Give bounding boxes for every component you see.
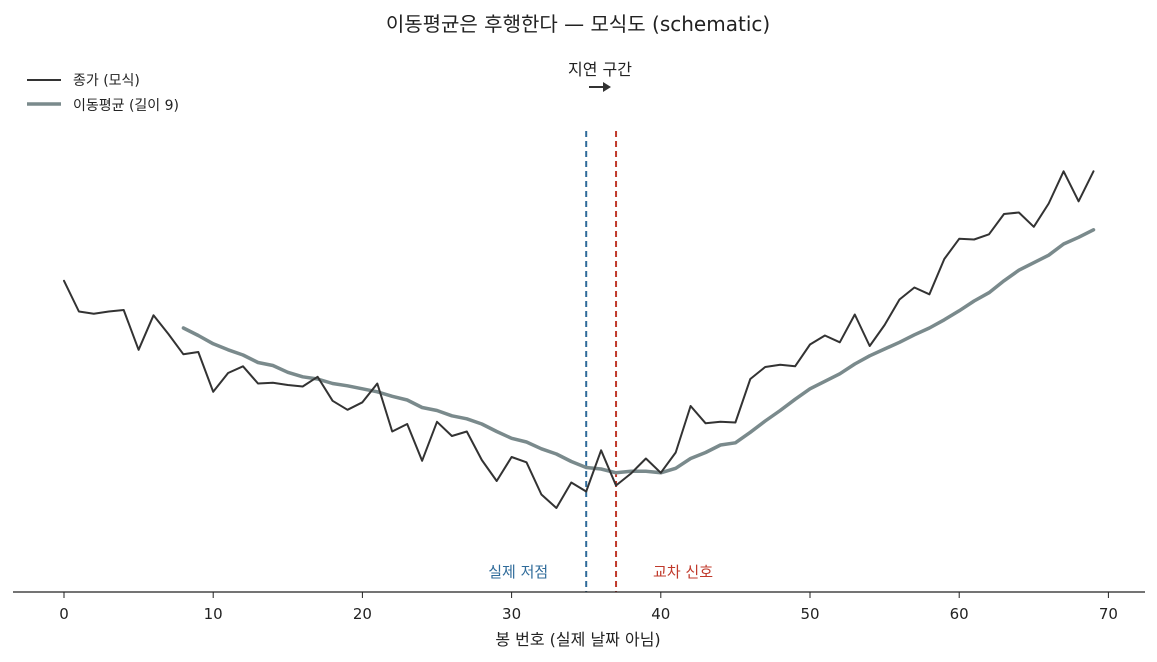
legend-label-close: 종가 (모식) — [73, 73, 140, 89]
x-axis-label: 봉 번호 (실제 날짜 아님) — [495, 630, 660, 649]
series-layer — [63, 170, 1096, 509]
x-tick-label: 40 — [651, 605, 670, 623]
x-tick-label: 20 — [353, 605, 372, 623]
lag-arrow-head — [603, 82, 611, 92]
lag-label: 지연 구간 — [568, 60, 632, 79]
close-price-line — [63, 170, 1095, 509]
actual-bottom-label: 실제 저점 — [488, 563, 548, 581]
chart-title: 이동평균은 후행한다 — 모식도 (schematic) — [386, 12, 770, 36]
legend: 종가 (모식) 이동평균 (길이 9) — [27, 73, 179, 114]
lag-annotation: 지연 구간 — [568, 60, 632, 92]
crossover-signal-label: 교차 신호 — [653, 563, 713, 581]
x-tick-label: 30 — [502, 605, 521, 623]
x-tick-label: 0 — [59, 605, 69, 623]
vertical-markers: 실제 저점 교차 신호 — [488, 131, 713, 592]
x-tick-label: 70 — [1099, 605, 1118, 623]
legend-label-ma: 이동평균 (길이 9) — [73, 98, 179, 114]
plot-area: 실제 저점 교차 신호 — [63, 131, 1096, 592]
x-axis-ticks: 0 10 20 30 40 50 60 70 — [59, 592, 1118, 623]
moving-average-line — [181, 228, 1096, 475]
x-tick-label: 50 — [800, 605, 819, 623]
x-tick-label: 10 — [204, 605, 223, 623]
x-tick-label: 60 — [950, 605, 969, 623]
